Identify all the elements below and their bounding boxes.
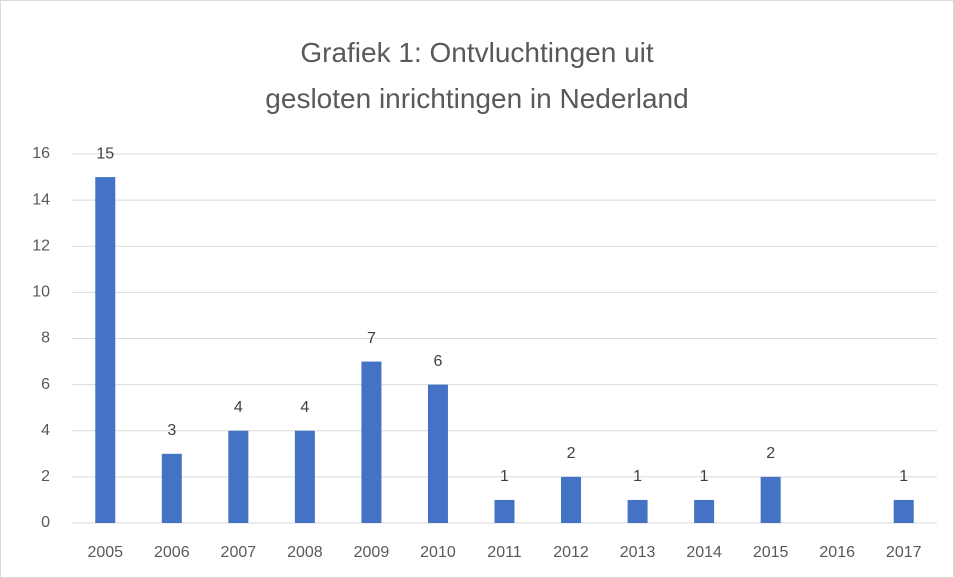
x-tick-label: 2009 <box>354 544 390 561</box>
x-tick-label: 2006 <box>154 544 190 561</box>
y-tick-label: 12 <box>32 237 50 254</box>
x-tick-label: 2015 <box>753 544 789 561</box>
y-tick-label: 6 <box>41 376 50 393</box>
bar <box>893 499 914 523</box>
y-tick-label: 8 <box>41 330 50 347</box>
x-tick-label: 2014 <box>686 544 722 561</box>
bar <box>361 361 382 523</box>
data-label: 2 <box>567 445 576 462</box>
bar <box>294 430 315 523</box>
chart-title: Grafiek 1: Ontvluchtingen uit gesloten i… <box>265 37 689 114</box>
y-tick-label: 2 <box>41 468 50 485</box>
bar <box>228 430 249 523</box>
y-tick-label: 4 <box>41 422 50 439</box>
x-tick-label: 2010 <box>420 544 456 561</box>
x-tick-label: 2016 <box>819 544 855 561</box>
bar <box>427 384 448 523</box>
data-label: 1 <box>633 468 642 485</box>
data-label: 4 <box>300 399 309 416</box>
bar <box>694 499 715 523</box>
data-label: 1 <box>899 468 908 485</box>
x-tick-label: 2007 <box>221 544 257 561</box>
bar <box>494 499 515 523</box>
data-label: 15 <box>96 145 114 162</box>
data-label: 1 <box>500 468 509 485</box>
x-tick-label: 2008 <box>287 544 323 561</box>
y-tick-label: 0 <box>41 514 50 531</box>
data-label: 4 <box>234 399 243 416</box>
data-label: 7 <box>367 330 376 347</box>
data-label: 3 <box>167 422 176 439</box>
x-tick-label: 2005 <box>87 544 123 561</box>
x-tick-label: 2012 <box>553 544 589 561</box>
data-label: 6 <box>434 353 443 370</box>
bar <box>161 453 182 523</box>
x-tick-label: 2017 <box>886 544 922 561</box>
bar <box>95 177 116 523</box>
y-tick-label: 16 <box>32 145 50 162</box>
data-label: 2 <box>766 445 775 462</box>
data-label: 1 <box>700 468 709 485</box>
bar <box>760 476 781 523</box>
bar <box>627 499 648 523</box>
x-tick-label: 2013 <box>620 544 656 561</box>
x-tick-label: 2011 <box>487 544 522 561</box>
y-tick-label: 10 <box>32 284 50 301</box>
bar <box>561 476 582 523</box>
y-tick-label: 14 <box>32 191 50 208</box>
